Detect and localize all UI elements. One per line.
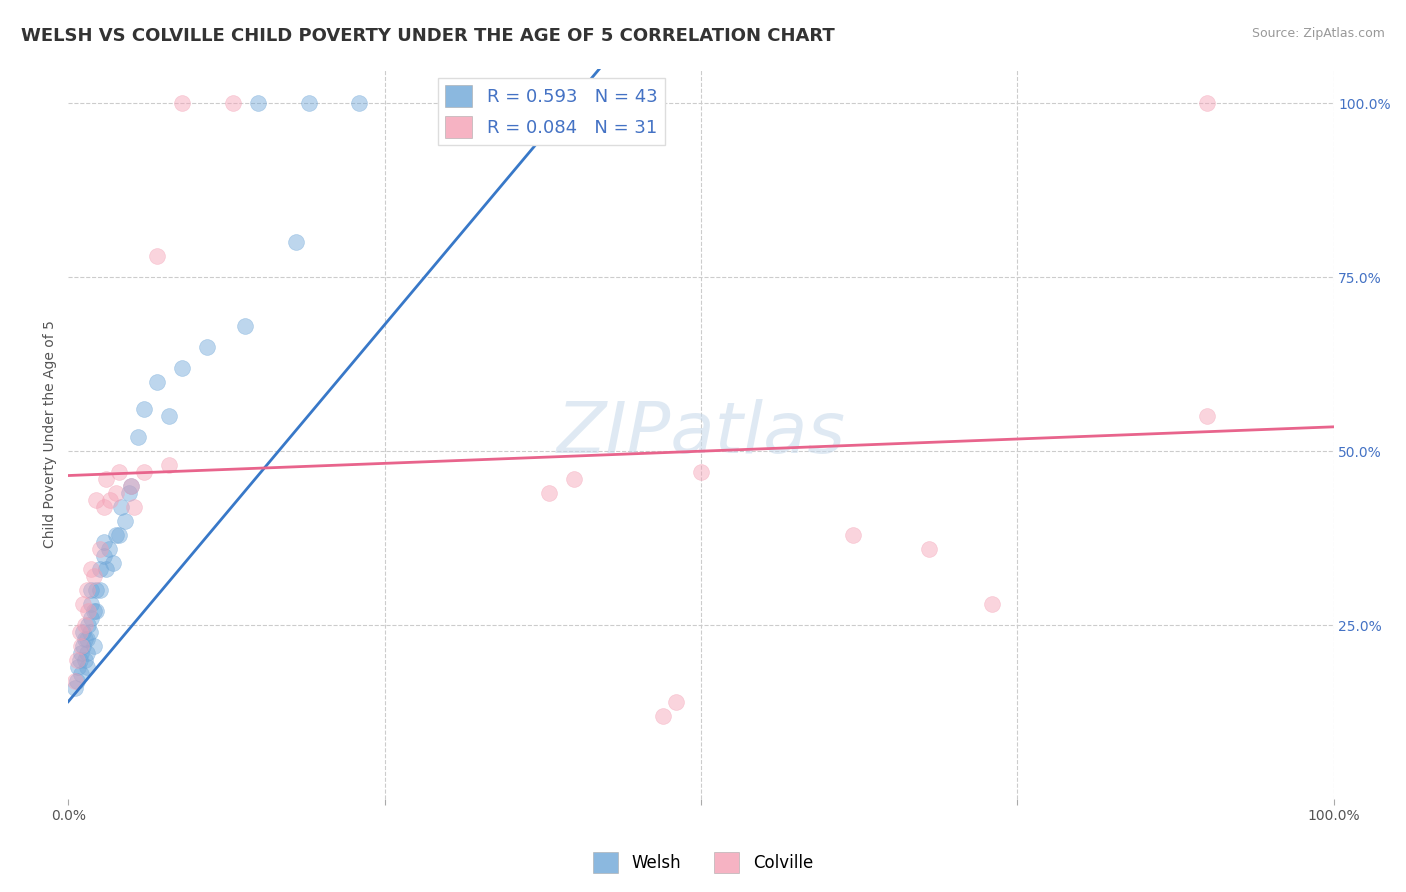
Point: [96, 562, 118, 576]
Point: [108, 465, 131, 479]
Point: [89, 583, 111, 598]
Point: [134, 402, 156, 417]
Point: [105, 527, 128, 541]
Point: [80, 597, 103, 611]
Point: [73, 632, 96, 646]
Point: [247, 96, 270, 111]
Point: [72, 597, 94, 611]
Point: [63, 681, 86, 695]
Point: [73, 618, 96, 632]
Point: [70, 666, 93, 681]
Point: [101, 556, 124, 570]
Point: [1195, 409, 1218, 424]
Point: [84, 492, 107, 507]
Point: [122, 500, 145, 514]
Legend: R = 0.593   N = 43, R = 0.084   N = 31: R = 0.593 N = 43, R = 0.084 N = 31: [437, 78, 665, 145]
Point: [96, 472, 118, 486]
Point: [172, 96, 194, 111]
Point: [664, 695, 686, 709]
Point: [93, 534, 115, 549]
Point: [537, 486, 560, 500]
Point: [80, 611, 103, 625]
Point: [1195, 96, 1218, 111]
Point: [66, 653, 89, 667]
Point: [73, 653, 96, 667]
Point: [463, 96, 485, 111]
Point: [63, 673, 86, 688]
Point: [537, 96, 560, 111]
Point: [93, 549, 115, 563]
Point: [84, 583, 107, 598]
Point: [118, 486, 141, 500]
Point: [105, 486, 128, 500]
Point: [159, 458, 181, 472]
Point: [89, 562, 111, 576]
Point: [134, 465, 156, 479]
Point: [114, 514, 136, 528]
Point: [285, 235, 308, 250]
Point: [917, 541, 939, 556]
Point: [562, 472, 585, 486]
Point: [83, 604, 105, 618]
Point: [127, 430, 149, 444]
Point: [69, 653, 91, 667]
Point: [980, 597, 1002, 611]
Point: [80, 562, 103, 576]
Text: ZIPatlas: ZIPatlas: [557, 400, 845, 468]
Point: [89, 541, 111, 556]
Point: [146, 375, 169, 389]
Point: [83, 569, 105, 583]
Point: [66, 673, 89, 688]
Point: [298, 96, 321, 111]
Point: [197, 340, 219, 354]
Point: [349, 96, 371, 111]
Point: [235, 318, 257, 333]
Point: [159, 409, 181, 424]
Point: [76, 660, 98, 674]
Point: [79, 625, 101, 640]
Point: [72, 639, 94, 653]
Legend: Welsh, Colville: Welsh, Colville: [586, 846, 820, 880]
Point: [651, 708, 673, 723]
Point: [108, 527, 131, 541]
Point: [689, 465, 711, 479]
Point: [146, 249, 169, 263]
Point: [77, 618, 100, 632]
Point: [70, 646, 93, 660]
Y-axis label: Child Poverty Under the Age of 5: Child Poverty Under the Age of 5: [44, 320, 58, 548]
Point: [72, 625, 94, 640]
Point: [93, 500, 115, 514]
Point: [80, 583, 103, 598]
Point: [77, 604, 100, 618]
Point: [84, 604, 107, 618]
Point: [121, 479, 143, 493]
Point: [76, 632, 98, 646]
Point: [69, 625, 91, 640]
Point: [70, 639, 93, 653]
Point: [76, 583, 98, 598]
Point: [841, 527, 863, 541]
Point: [172, 360, 194, 375]
Point: [67, 660, 90, 674]
Point: [76, 646, 98, 660]
Point: [97, 541, 120, 556]
Point: [121, 479, 143, 493]
Point: [222, 96, 245, 111]
Text: Source: ZipAtlas.com: Source: ZipAtlas.com: [1251, 27, 1385, 40]
Point: [83, 639, 105, 653]
Point: [110, 500, 132, 514]
Point: [98, 492, 121, 507]
Text: WELSH VS COLVILLE CHILD POVERTY UNDER THE AGE OF 5 CORRELATION CHART: WELSH VS COLVILLE CHILD POVERTY UNDER TH…: [21, 27, 835, 45]
